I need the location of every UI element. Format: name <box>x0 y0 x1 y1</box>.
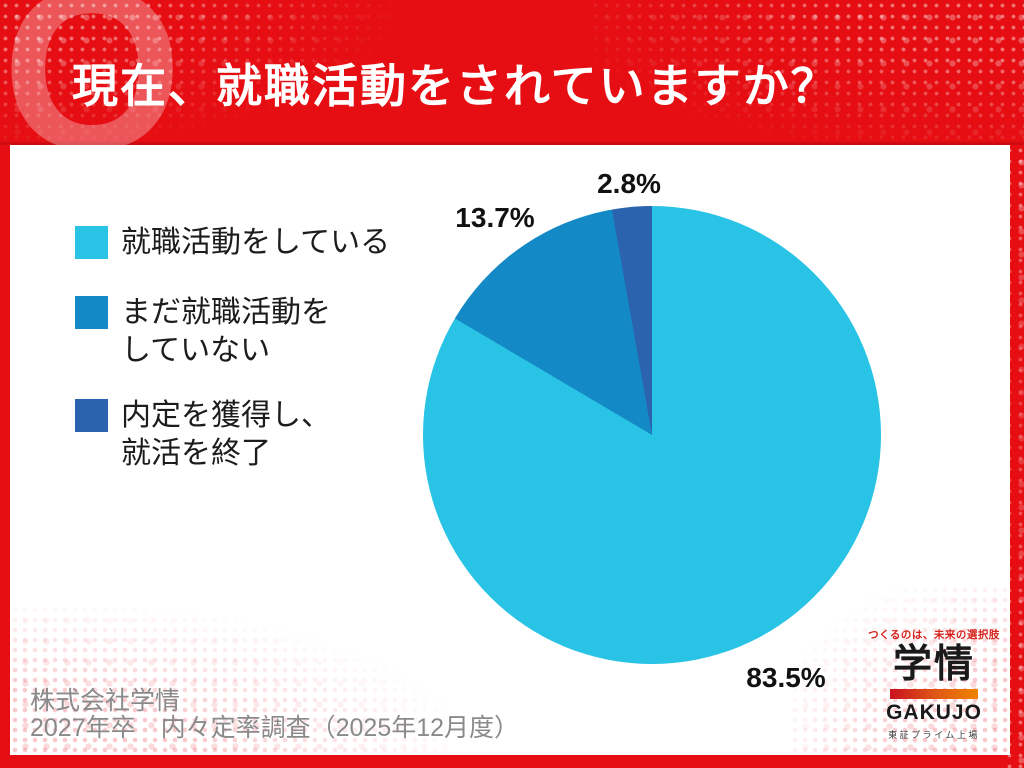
source-company: 株式会社学情 <box>30 687 181 715</box>
legend-swatch-blue <box>75 296 108 329</box>
legend-swatch-dark-blue <box>75 399 108 432</box>
logo-name-english: GAKUJO <box>886 700 982 724</box>
pie-label-83-5: 83.5% <box>746 662 826 693</box>
logo-name-japanese: 学情 <box>892 643 975 686</box>
gakujo-logo: つくるのは、未来の選択肢 学情 GAKUJO 東証プライム上場 <box>866 627 1002 741</box>
pie-label-2-8: 2.8% <box>597 168 661 199</box>
logo-gradient-bar <box>890 688 978 699</box>
pie-label-13-7: 13.7% <box>455 202 535 233</box>
question-q-watermark: Q <box>2 0 183 145</box>
legend-swatch-cyan <box>75 226 108 259</box>
page-title: 現在、就職活動をされていますか？ <box>72 60 839 112</box>
halftone-dots-top-right <box>590 0 1024 145</box>
halftone-dots-top-left <box>0 0 400 145</box>
legend-label: まだ就職活動を していない <box>121 296 331 367</box>
legend-label: 内定を獲得し、 就活を終了 <box>121 399 331 470</box>
pie-chart <box>423 206 881 664</box>
header-band: Q 現在、就職活動をされていますか？ <box>0 0 1024 145</box>
halftone-dots-bottom-right <box>790 585 1010 755</box>
logo-tagline: つくるのは、未来の選択肢 <box>868 629 1000 641</box>
source-survey: 2027年卒 内々定率調査（2025年12月度） <box>30 714 520 742</box>
legend-label: 就職活動をしている <box>121 226 391 259</box>
source-note: 株式会社学情 2027年卒 内々定率調査（2025年12月度） <box>30 688 519 742</box>
content-panel: 2.8% 13.7% 83.5% 就職活動をしている まだ就職活動を していない… <box>10 145 1010 755</box>
logo-stock-listing: 東証プライム上場 <box>888 729 980 740</box>
halftone-dots-bottom-left <box>10 605 450 755</box>
